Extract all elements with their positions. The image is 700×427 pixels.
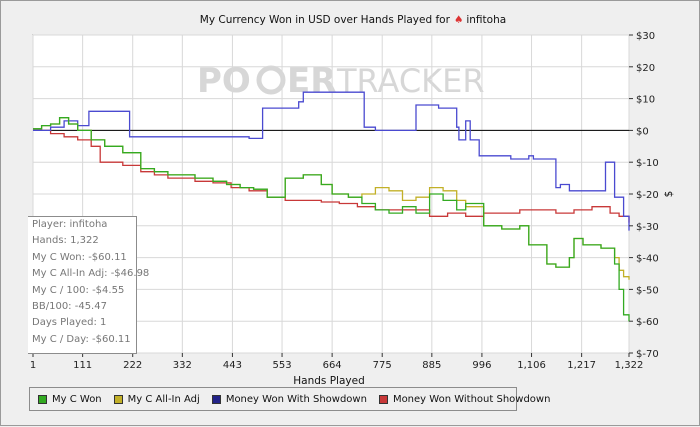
y-tick-label: $0 (636, 126, 649, 137)
player-stats-box: Player: infitoha Hands: 1,322 My C Won: … (28, 216, 150, 354)
legend-item-with-showdown: Money Won With Showdown (211, 393, 367, 405)
watermark-text-poker: PO (197, 61, 251, 101)
y-tick-label: $20 (636, 63, 655, 74)
y-tick-label: $-30 (636, 222, 659, 233)
chart-title: My Currency Won in USD over Hands Played… (200, 14, 506, 26)
legend-swatch (113, 394, 123, 404)
y-tick-label: $-20 (636, 190, 659, 201)
x-tick-label: 332 (173, 360, 192, 371)
legend-item-without-showdown: Money Won Without Showdown (378, 393, 551, 405)
x-tick-label: 664 (323, 360, 342, 371)
legend-item-my-c-won: My C Won (38, 394, 102, 405)
y-axis: $30 $20 $10 $0 $-10 $-20 $-30 $-40 $-50 $-60 $-70 (629, 31, 659, 360)
legend-label: My C Won (52, 393, 102, 405)
legend-label: Money Won Without Showdown (392, 393, 551, 405)
y-tick-label: $-60 (636, 317, 659, 328)
x-tick-label: 443 (223, 360, 242, 371)
y-tick-label: $-50 (636, 285, 659, 296)
pokertracker-watermark: PO ER TRACKER (197, 61, 485, 101)
stat-per-100: My C / 100: -$4.55 (32, 284, 125, 296)
x-tick-label: 1,322 (615, 360, 644, 371)
x-tick-label: 1,217 (567, 360, 596, 371)
series-line-3 (33, 91, 630, 231)
legend-swatch (38, 394, 47, 404)
x-tick-label: 885 (422, 360, 441, 371)
stat-per-day: My C / Day: -$60.11 (32, 333, 131, 345)
y-tick-label: $10 (636, 95, 655, 106)
x-tick-label: 111 (73, 360, 92, 371)
stat-days: Days Played: 1 (32, 317, 107, 329)
y-axis-label: $ (663, 191, 675, 198)
watermark-text-er: ER (287, 61, 336, 101)
legend-swatch (211, 394, 221, 404)
x-tick-label: 553 (273, 360, 292, 371)
x-tick-label: 775 (373, 360, 392, 371)
legend-swatch (378, 394, 388, 404)
watermark-text-tracker: TRACKER (336, 62, 485, 100)
x-axis-label: Hands Played (293, 375, 364, 387)
y-tick-label: $30 (636, 31, 655, 42)
chart-legend: My C Won My C All-In Adj Money Won With … (29, 387, 550, 411)
watermark-chip-icon (256, 65, 286, 95)
series-line-4 (33, 129, 630, 223)
stat-player: Player: infitoha (32, 219, 108, 230)
stat-bb-100: BB/100: -45.47 (32, 301, 107, 313)
x-tick-label: 996 (472, 360, 491, 371)
x-axis: 1 111 222 332 443 553 664 775 885 996 1,106 1,217 1,… (30, 353, 644, 371)
x-tick-label: 1,106 (517, 360, 546, 371)
y-tick-label: $-70 (636, 349, 659, 360)
stat-hands: Hands: 1,322 (32, 235, 99, 247)
y-tick-label: $-40 (636, 254, 659, 265)
legend-label: My C All-In Adj (127, 393, 200, 405)
x-tick-label: 222 (123, 360, 142, 371)
stat-my-c-won: My C Won: -$60.11 (32, 251, 127, 263)
y-tick-label: $-10 (636, 158, 659, 169)
legend-label: Money Won With Showdown (225, 393, 367, 405)
series-line-1 (33, 117, 630, 322)
series-lines (33, 91, 630, 322)
stat-allin-adj: My C All-In Adj: -$46.98 (32, 268, 150, 280)
x-tick-label: 1 (30, 360, 36, 371)
legend-item-my-c-allin-adj: My C All-In Adj (113, 393, 200, 405)
